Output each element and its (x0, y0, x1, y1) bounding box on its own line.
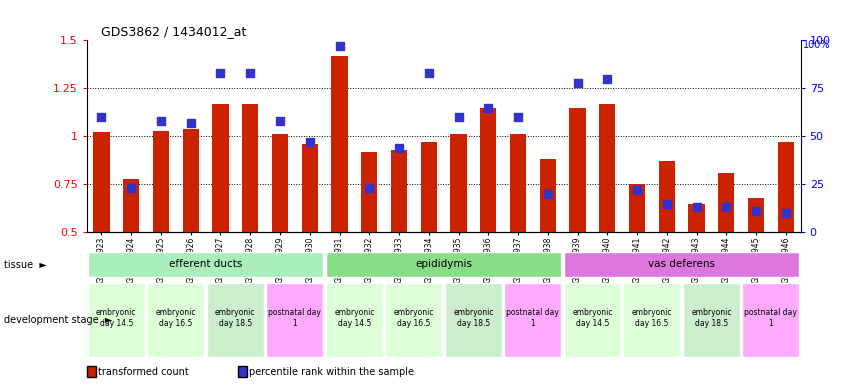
Text: transformed count: transformed count (98, 367, 188, 377)
Text: vas deferens: vas deferens (648, 259, 715, 269)
Bar (718, 173, 734, 232)
Point (214, 70, 227, 76)
Bar (778, 142, 794, 232)
Bar (445, 283, 502, 357)
Bar (564, 252, 799, 277)
Point (333, 43, 346, 49)
Bar (153, 131, 169, 232)
Bar (267, 283, 324, 357)
Bar (88, 252, 323, 277)
Point (273, 118, 287, 124)
Text: embryonic
day 18.5: embryonic day 18.5 (453, 308, 494, 328)
Point (630, 187, 643, 193)
Bar (87, 283, 145, 357)
Bar (385, 283, 442, 357)
Bar (420, 142, 437, 232)
Bar (123, 179, 140, 232)
Point (511, 114, 525, 120)
Point (482, 104, 495, 111)
Bar (272, 134, 288, 232)
Point (720, 204, 733, 210)
Point (452, 114, 465, 120)
Bar (326, 252, 561, 277)
Point (95, 114, 108, 120)
Text: embryonic
day 14.5: embryonic day 14.5 (572, 308, 612, 328)
Bar (182, 129, 199, 232)
Point (184, 120, 198, 126)
Bar (302, 144, 318, 232)
Text: embryonic
day 16.5: embryonic day 16.5 (156, 308, 196, 328)
Text: embryonic
day 14.5: embryonic day 14.5 (334, 308, 374, 328)
Bar (325, 283, 383, 357)
Point (600, 76, 614, 82)
Bar (563, 283, 621, 357)
Text: embryonic
day 18.5: embryonic day 18.5 (215, 308, 256, 328)
Bar (207, 283, 264, 357)
Bar (569, 108, 585, 232)
Text: postnatal day
1: postnatal day 1 (506, 308, 559, 328)
Bar (480, 108, 496, 232)
Point (541, 191, 554, 197)
Bar (659, 161, 675, 232)
Bar (688, 204, 705, 232)
Text: embryonic
day 16.5: embryonic day 16.5 (632, 308, 672, 328)
Bar (331, 56, 347, 232)
Bar (212, 104, 229, 232)
Point (571, 79, 584, 86)
Bar (361, 152, 378, 232)
Point (690, 204, 703, 210)
Text: development stage  ►: development stage ► (4, 314, 113, 325)
Text: postnatal day
1: postnatal day 1 (744, 308, 797, 328)
Bar (748, 198, 764, 232)
Bar (510, 134, 526, 232)
Bar (93, 132, 109, 232)
Text: epididymis: epididymis (415, 259, 472, 269)
Text: embryonic
day 16.5: embryonic day 16.5 (394, 308, 434, 328)
Text: percentile rank within the sample: percentile rank within the sample (249, 367, 414, 377)
Point (124, 185, 138, 191)
Point (779, 210, 792, 216)
Bar (683, 283, 740, 357)
Bar (540, 159, 556, 232)
Text: postnatal day
1: postnatal day 1 (268, 308, 321, 328)
Bar (505, 283, 562, 357)
Bar (599, 104, 616, 232)
Point (660, 200, 674, 207)
Point (244, 70, 257, 76)
Bar (450, 134, 467, 232)
Point (154, 118, 167, 124)
Text: embryonic
day 14.5: embryonic day 14.5 (96, 308, 136, 328)
Bar (629, 184, 645, 232)
Bar (391, 150, 407, 232)
Point (749, 208, 763, 214)
Point (362, 185, 376, 191)
Bar (242, 104, 258, 232)
Point (303, 139, 316, 145)
Text: tissue  ►: tissue ► (4, 260, 47, 270)
Bar (147, 283, 204, 357)
Bar (623, 283, 680, 357)
Point (422, 70, 436, 76)
Text: GDS3862 / 1434012_at: GDS3862 / 1434012_at (101, 25, 246, 38)
Text: efferent ducts: efferent ducts (169, 259, 242, 269)
Point (392, 145, 405, 151)
Text: embryonic
day 18.5: embryonic day 18.5 (691, 308, 732, 328)
Text: 100%: 100% (803, 40, 831, 50)
Bar (743, 283, 800, 357)
